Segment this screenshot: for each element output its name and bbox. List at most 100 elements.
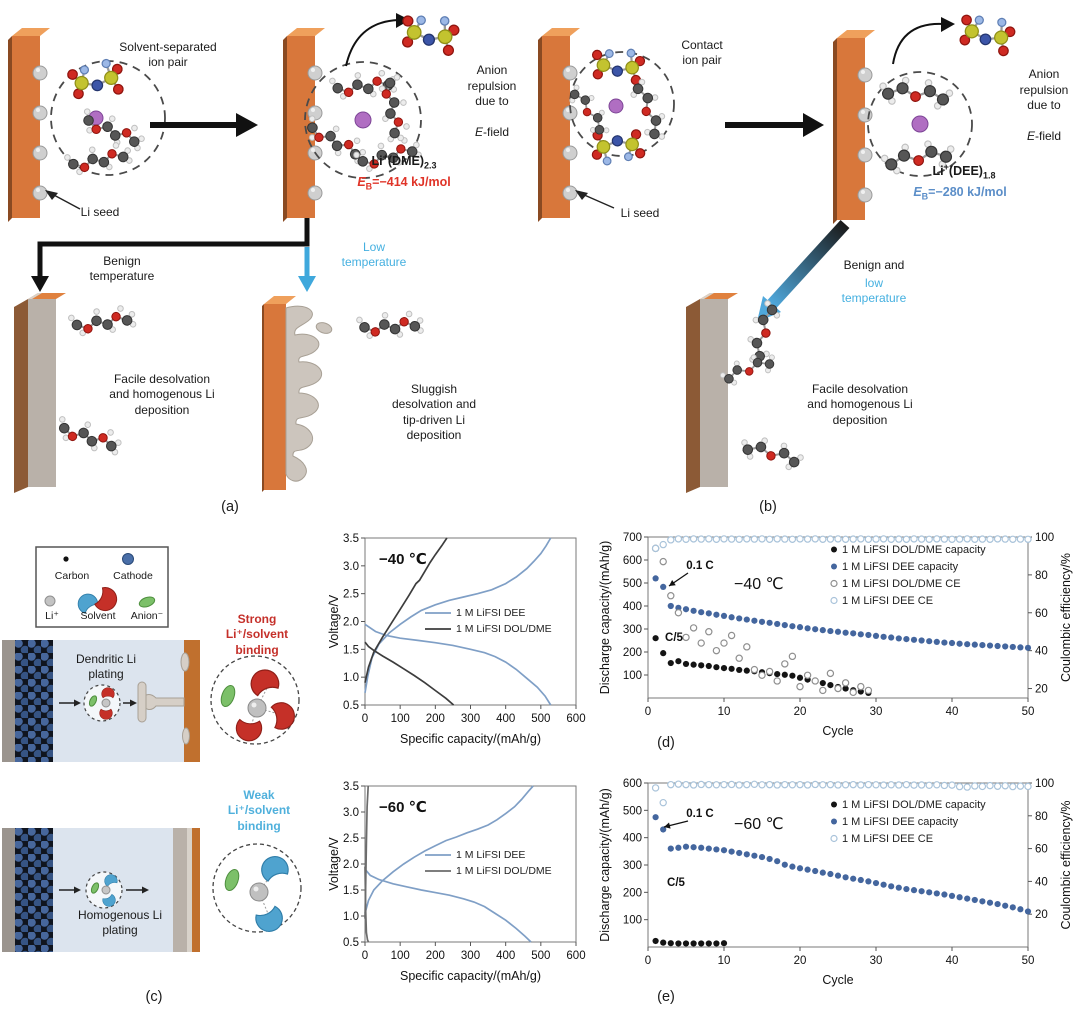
rate-annotation-c5: C/5 (665, 632, 684, 644)
x-axis-label: Cycle (822, 724, 853, 738)
svg-text:50: 50 (1022, 706, 1035, 718)
series-line (364, 537, 552, 693)
anion-ellipse-icon (138, 596, 156, 608)
svg-text:1.5: 1.5 (343, 644, 359, 656)
svg-text:20: 20 (1035, 684, 1048, 696)
svg-text:40: 40 (1035, 646, 1048, 658)
legend-li-label: Li⁺ (45, 610, 59, 622)
temperature-annotation: −40 ℃ (734, 576, 784, 593)
temperature-annotation: −60 ℃ (734, 816, 784, 833)
svg-text:400: 400 (623, 833, 642, 845)
y-axis-label-right: Coulombic efficiency/% (1059, 553, 1073, 682)
svg-text:600: 600 (566, 950, 585, 962)
svg-text:200: 200 (623, 887, 642, 899)
caption-e: (e) (657, 989, 675, 1005)
series-line (364, 868, 532, 943)
low-temp-label-b: low temperature (841, 276, 907, 306)
anion-ejection-arrow-b (892, 17, 955, 65)
formula-part: 2.3 (423, 160, 437, 171)
cip-label: Contact ion pair (681, 38, 723, 68)
chart-v60: 0 100 200 300 400 500 600 0.5 1.0 1.5 2.0 2.5 3.0 3.5… (327, 781, 586, 983)
svg-text:0: 0 (645, 955, 651, 967)
legend-entry: 1 M LiFSI DEE (456, 607, 525, 619)
anion-repulsion-label-a: Anion repulsion due to E-field (468, 48, 517, 140)
sluggish-label-a: Sluggish desolvation and tip-driven Li d… (391, 382, 477, 443)
legend-entry: 1 M LiFSI DEE capacity (842, 816, 959, 828)
svg-text:3.0: 3.0 (343, 807, 359, 819)
li-ion-icon (608, 98, 624, 114)
svg-text:3.5: 3.5 (343, 533, 359, 545)
legend-entry: 1 M LiFSI DEE capacity (842, 561, 959, 573)
series-line (364, 866, 370, 943)
ssip-solvation-cluster (50, 55, 166, 182)
chart-e: 0 10 20 30 40 50 100 200 300 400 500 600 20 40 60 80 100… (598, 778, 1073, 987)
svg-text:400: 400 (623, 601, 642, 613)
series-line (364, 623, 552, 706)
svg-text:500: 500 (623, 578, 642, 590)
facile-label-b: Facile desolvation and homogenous Li dep… (807, 382, 913, 427)
efield-e: E (1026, 128, 1035, 143)
rate-annotation-c5: C/5 (667, 877, 686, 889)
svg-text:100: 100 (623, 670, 642, 682)
strong-binding-circle (210, 655, 300, 745)
legend-entry: 1 M LiFSI DEE CE (842, 833, 933, 845)
li-seed-pointer-b (575, 190, 615, 209)
li-dendrite-icon (285, 305, 323, 482)
ejected-fsi-anion-icon (397, 9, 462, 58)
panel-b-illustration (537, 9, 1019, 493)
dme-solvation-shell (298, 61, 425, 179)
formula-part: E (913, 185, 922, 199)
li-ion-sphere-icon (44, 595, 56, 607)
legend-entry: 1 M LiFSI DEE (456, 849, 525, 861)
svg-text:3.5: 3.5 (343, 781, 359, 793)
ejected-fsi-anion-icon (955, 9, 1019, 59)
weak-binding-label: Weak Li⁺/solvent binding (227, 788, 291, 833)
caption-a: (a) (221, 499, 239, 515)
series-points (652, 575, 1032, 651)
svg-text:40: 40 (946, 955, 959, 967)
dee-molecule-icon (736, 431, 807, 474)
cycling-chart-minus40: 0 10 20 30 40 50 100 200 300 400 500 600 700 20 40 60 80… (595, 525, 1080, 766)
fsi-anion-icon (65, 55, 128, 104)
cip-cluster (563, 44, 675, 168)
svg-text:300: 300 (623, 860, 642, 872)
svg-text:300: 300 (461, 713, 480, 725)
svg-text:600: 600 (566, 713, 585, 725)
temperature-annotation: −40 ℃ (379, 551, 427, 568)
svg-text:20: 20 (1035, 909, 1048, 921)
svg-text:500: 500 (623, 805, 642, 817)
li-ion-icon (354, 111, 372, 129)
svg-text:50: 50 (1022, 955, 1035, 967)
binding-energy-a: EB=−414 kJ/mol (357, 174, 450, 193)
svg-text:0: 0 (362, 713, 368, 725)
series-line (364, 537, 448, 683)
svg-text:400: 400 (496, 950, 515, 962)
dme-molecule-icon (53, 414, 126, 458)
svg-text:0.5: 0.5 (343, 700, 359, 712)
solvate-formula-a: Li+(DME)2.3 (372, 152, 437, 172)
anion-repulsion-lines: Anion repulsion due to (467, 63, 517, 109)
arrow-right-a (150, 113, 258, 137)
x-axis-label: Specific capacity/(mAh/g) (400, 969, 541, 983)
svg-text:1.0: 1.0 (343, 911, 359, 923)
li-seed-electrode-a-right (282, 27, 326, 223)
dee-solvation-shell (867, 71, 973, 177)
anion-repulsion-lines: Anion repulsion due to (1019, 67, 1069, 113)
formula-part: B (365, 181, 373, 192)
svg-text:200: 200 (623, 647, 642, 659)
svg-text:20: 20 (794, 955, 807, 967)
svg-text:600: 600 (623, 778, 642, 790)
caption-d: (d) (657, 735, 675, 751)
legend-solvent-label: Solvent (80, 610, 116, 622)
li-seed-label-b: Li seed (620, 206, 660, 220)
svg-text:0: 0 (645, 706, 651, 718)
svg-text:80: 80 (1035, 811, 1048, 823)
svg-text:300: 300 (461, 950, 480, 962)
dendritic-li-electrode-a (262, 296, 333, 492)
homogenous-cell-schematic (2, 828, 200, 952)
facile-label-a: Facile desolvation and homogenous Li dep… (109, 372, 215, 417)
ssip-label: Solvent-separated ion pair (119, 40, 217, 70)
li-seed-electrode-a-left (7, 27, 51, 223)
